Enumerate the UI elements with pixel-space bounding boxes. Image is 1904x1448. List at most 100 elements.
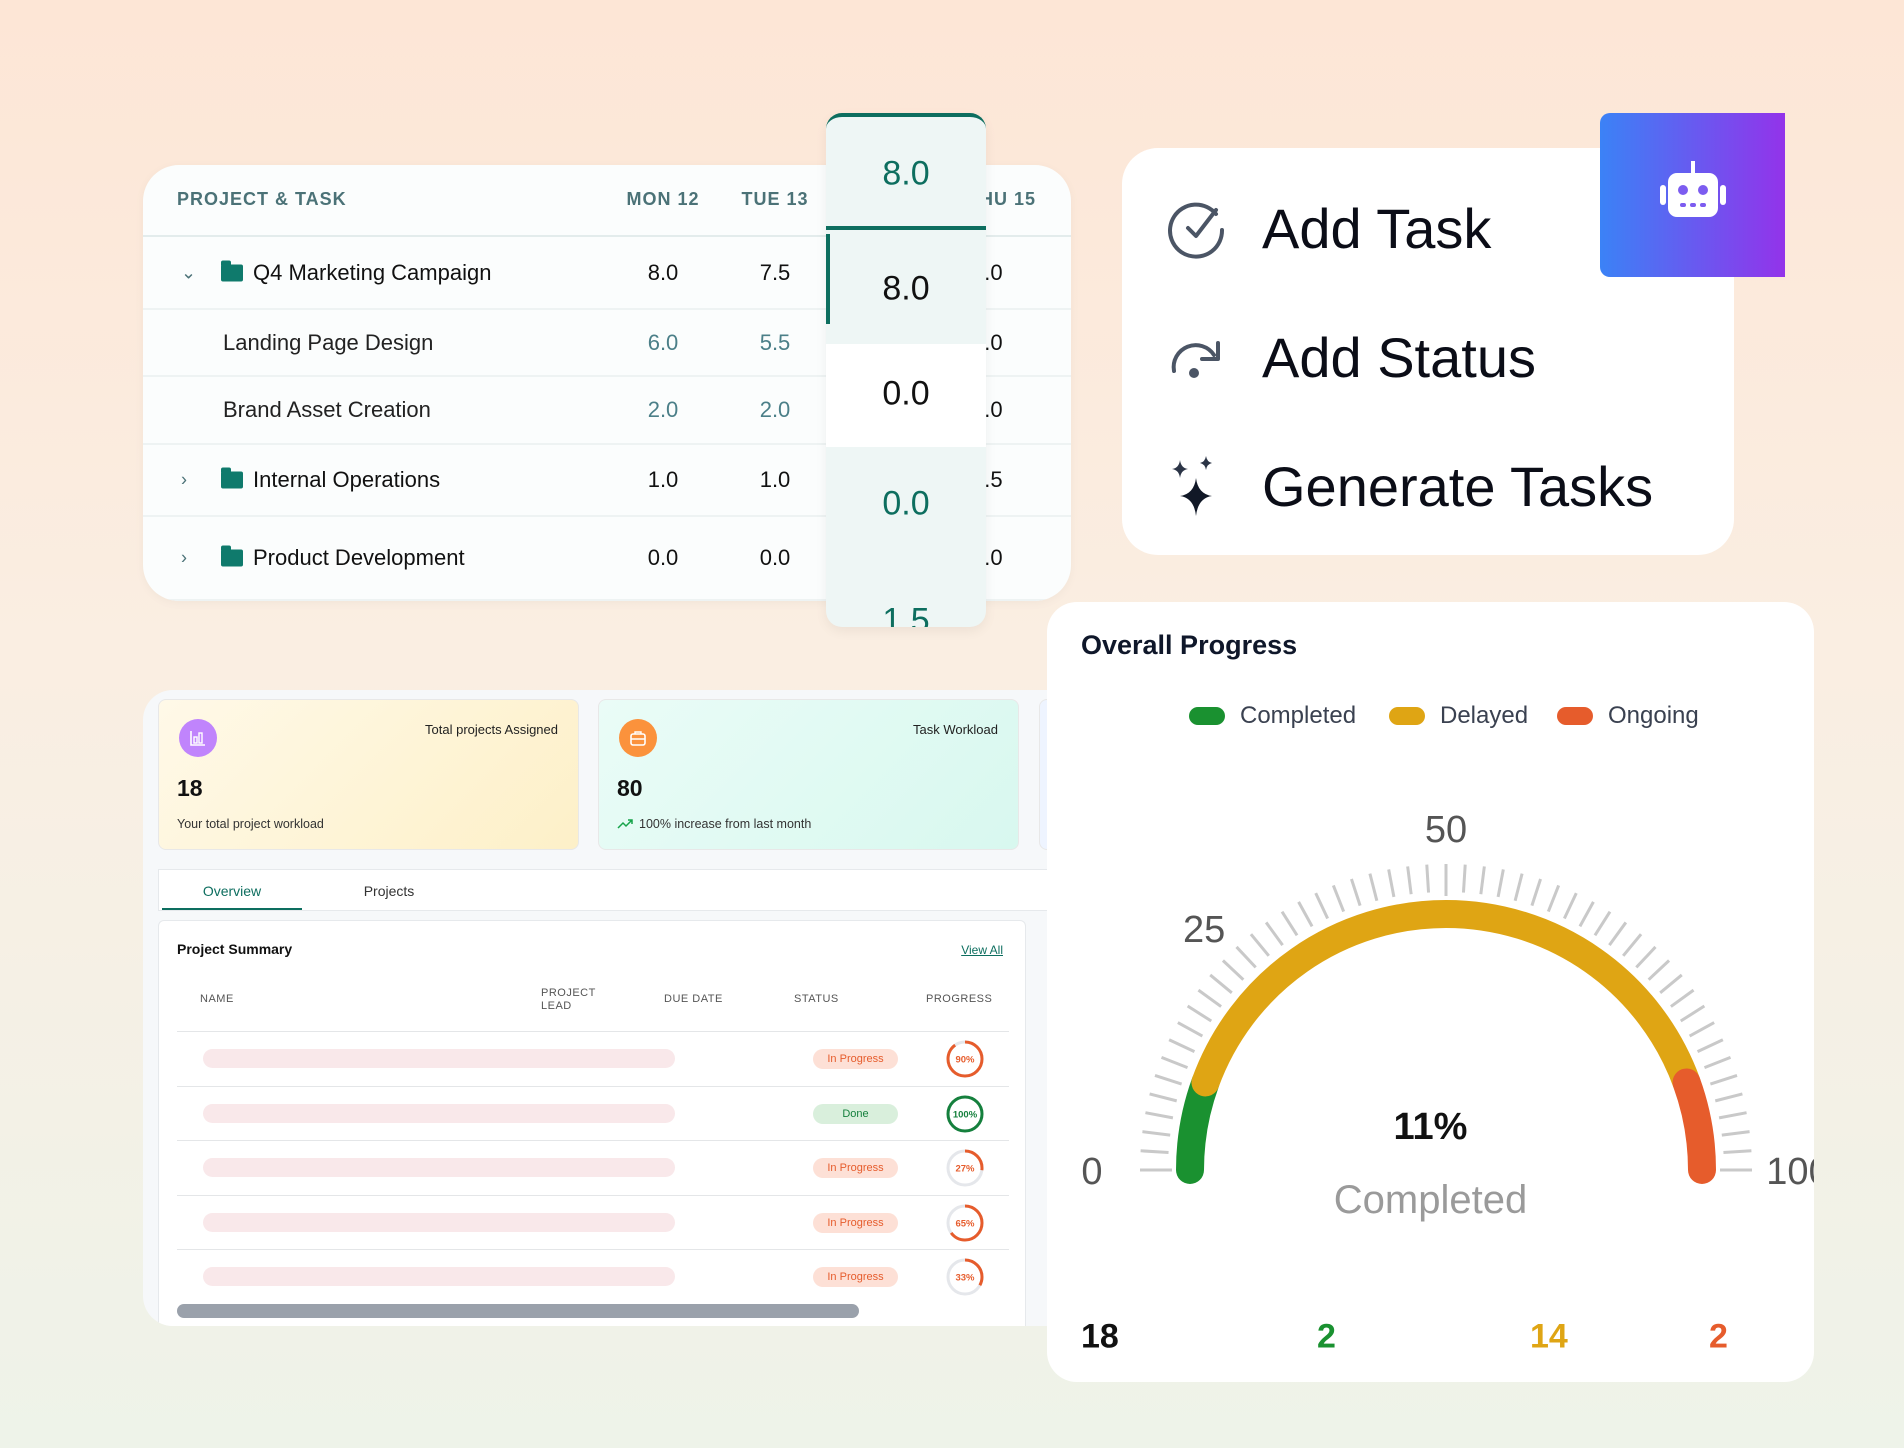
project-name: Q4 Marketing Campaign xyxy=(253,259,492,285)
hours-tue[interactable]: 0.0 xyxy=(759,545,791,570)
stat-card-workload[interactable]: Task Workload 80 100% increase from last… xyxy=(598,699,1019,850)
hours-mon[interactable]: 1.0 xyxy=(647,467,679,492)
table-row[interactable]: Done 100% xyxy=(177,1085,1009,1140)
gauge-tick xyxy=(1145,1111,1174,1120)
name-placeholder xyxy=(203,1267,675,1286)
progress-title: Overall Progress xyxy=(1081,630,1298,660)
column-name: NAME xyxy=(200,993,234,1005)
gauge-tick-label: 0 xyxy=(1081,1151,1102,1193)
table-row[interactable]: In Progress 33% xyxy=(177,1249,1009,1303)
folder-icon xyxy=(221,467,243,489)
highlight-cell[interactable]: 0.0 xyxy=(882,374,930,413)
redo-arrow-icon xyxy=(1171,341,1220,378)
gauge-tick xyxy=(1608,921,1628,946)
project-summary-card: Project Summary View All NAME PROJECT LE… xyxy=(158,920,1026,1326)
status-badge: In Progress xyxy=(813,1158,898,1178)
gauge-tick-label: 50 xyxy=(1425,809,1467,851)
gauge-tick xyxy=(1406,866,1413,895)
table-row[interactable]: In Progress 27% xyxy=(177,1140,1009,1194)
header-project-task: PROJECT & TASK xyxy=(177,189,347,209)
progress-label: 90% xyxy=(955,1055,975,1066)
gauge-tick xyxy=(1659,973,1683,994)
gauge-tick xyxy=(1578,901,1595,928)
stat-card-projects[interactable]: Total projects Assigned 18 Your total pr… xyxy=(158,699,579,850)
add-status-button[interactable]: Add Status xyxy=(1166,317,1536,397)
task-row[interactable]: Brand Asset Creation 2.0 2.0 2.0 xyxy=(143,377,1071,445)
legend-completed: Completed xyxy=(1189,702,1356,730)
gauge-tick xyxy=(1197,988,1222,1008)
hours-tue[interactable]: 5.5 xyxy=(759,329,791,355)
completed-count: 2 xyxy=(1317,1317,1336,1356)
task-name: Landing Page Design xyxy=(223,329,434,355)
progress-ring-fill xyxy=(946,1204,984,1241)
highlighted-day-column[interactable]: 8.0 8.0 0.0 0.0 1.5 xyxy=(826,113,986,627)
gauge-tick xyxy=(1235,945,1257,969)
check-circle-icon xyxy=(1168,202,1225,259)
highlight-header-value: 8.0 xyxy=(882,154,930,193)
hours-tue[interactable]: 1.0 xyxy=(759,467,791,492)
progress-gauge: 0 25 50 100 xyxy=(1081,809,1814,1193)
gauge-tick xyxy=(1496,869,1505,898)
highlight-cell[interactable]: 0.0 xyxy=(882,484,930,523)
gauge-tick xyxy=(1635,945,1657,969)
progress-ring-fill xyxy=(946,1258,984,1296)
gauge-tick xyxy=(1368,873,1379,902)
gauge-tick-label: 100 xyxy=(1766,1151,1814,1193)
gauge-tick xyxy=(1331,884,1346,913)
status-badge: In Progress xyxy=(813,1049,898,1069)
gauge-tick xyxy=(1177,1021,1204,1038)
chevron-right-icon[interactable]: › xyxy=(181,547,187,568)
project-name: Internal Operations xyxy=(253,467,441,492)
gauge-tick xyxy=(1723,1149,1752,1155)
task-row[interactable]: Landing Page Design 6.0 5.5 2.0 xyxy=(143,310,1071,377)
progress-ring: 33% xyxy=(946,1258,984,1296)
gauge-segment-ongoing xyxy=(1672,1068,1716,1184)
hours-mon[interactable]: 2.0 xyxy=(647,397,679,422)
hours-mon[interactable]: 6.0 xyxy=(647,329,679,355)
progress-ring-fill xyxy=(946,1095,984,1132)
gauge-tick xyxy=(1718,1111,1747,1120)
legend-label: Delayed xyxy=(1440,702,1529,729)
gauge-tick xyxy=(1425,864,1431,893)
stat-subtext: Your total project workload xyxy=(177,817,324,831)
gauge-tick xyxy=(1696,1038,1724,1053)
stat-card-partial[interactable] xyxy=(1039,699,1047,850)
project-row[interactable]: ⌄ Q4 Marketing Campaign 8.0 7.5 4.0 xyxy=(143,237,1071,310)
hours-mon[interactable]: 0.0 xyxy=(647,545,679,570)
hours-mon[interactable]: 8.0 xyxy=(647,259,679,285)
ai-assistant-button[interactable] xyxy=(1600,113,1785,277)
generate-tasks-button[interactable]: Generate Tasks xyxy=(1166,446,1653,526)
hours-tue[interactable]: 7.5 xyxy=(759,259,791,285)
gauge-tick xyxy=(1186,1004,1213,1023)
hours-tue[interactable]: 2.0 xyxy=(759,397,791,422)
progress-label: 65% xyxy=(955,1218,975,1229)
tab-overview[interactable]: Overview xyxy=(162,870,302,910)
add-task-button[interactable]: Add Task xyxy=(1166,188,1491,268)
timesheet-header: PROJECT & TASK MON 12 TUE 13 THU 15 xyxy=(143,165,1071,237)
highlight-cell[interactable]: 8.0 xyxy=(882,269,930,308)
progress-ring: 65% xyxy=(946,1204,984,1241)
highlight-cell[interactable]: 1.5 xyxy=(882,601,930,628)
gauge-tick xyxy=(1709,1074,1738,1086)
tab-projects[interactable]: Projects xyxy=(363,883,415,899)
total-count: 18 xyxy=(1081,1317,1119,1356)
dashboard-tabs: Overview Projects xyxy=(158,869,1047,911)
chevron-down-icon[interactable]: ⌄ xyxy=(181,262,197,282)
progress-ring-fill xyxy=(946,1149,984,1187)
view-all-link[interactable]: View All xyxy=(961,943,1003,957)
project-row[interactable]: › Product Development 0.0 0.0 4.0 xyxy=(143,517,1071,601)
task-name: Brand Asset Creation xyxy=(223,397,431,422)
dashboard-panel: Total projects Assigned 18 Your total pr… xyxy=(143,690,1047,1326)
table-row[interactable]: In Progress 90% xyxy=(177,1031,1009,1085)
table-row[interactable]: In Progress 65% xyxy=(177,1194,1009,1249)
gauge-tick xyxy=(1479,866,1486,895)
horizontal-scrollbar[interactable] xyxy=(177,1304,859,1318)
generate-tasks-label: Generate Tasks xyxy=(1262,454,1654,518)
status-badge: In Progress xyxy=(813,1212,898,1233)
chevron-right-icon[interactable]: › xyxy=(181,469,187,490)
sparkles-icon xyxy=(1172,456,1212,516)
project-row[interactable]: › Internal Operations 1.0 1.0 1.5 xyxy=(143,445,1071,517)
header-mon: MON 12 xyxy=(626,189,700,209)
folder-icon xyxy=(221,260,243,281)
stat-title: Task Workload xyxy=(912,722,998,737)
